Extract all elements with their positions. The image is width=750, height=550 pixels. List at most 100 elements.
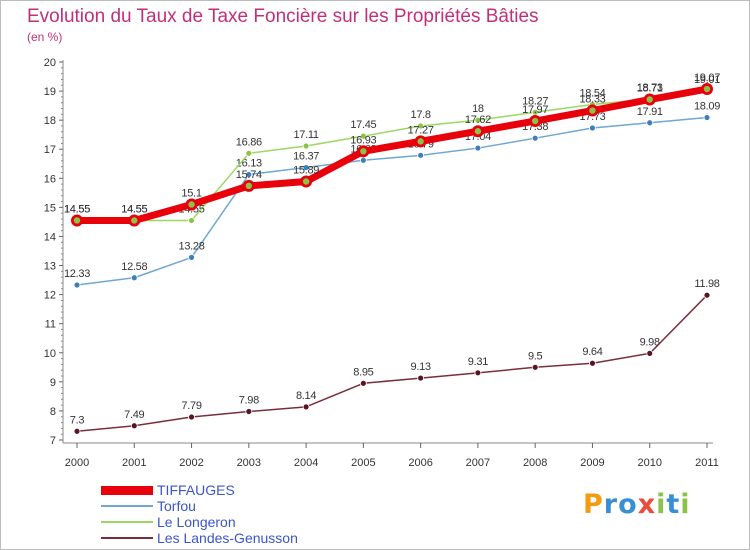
- data-point: [359, 132, 367, 140]
- data-point: [417, 374, 425, 382]
- data-label: 18.73: [637, 82, 663, 94]
- data-point: [245, 182, 253, 190]
- data-label: 14.55: [121, 203, 147, 215]
- x-tick-label: 2009: [580, 457, 604, 469]
- series-line: [76, 294, 708, 433]
- data-point: [302, 403, 310, 411]
- data-label: 11.98: [694, 278, 719, 290]
- data-label: 18.71: [637, 83, 663, 95]
- y-tick-label: 20: [44, 57, 56, 69]
- data-label: 18.33: [579, 94, 605, 106]
- data-label: 8.14: [296, 390, 316, 402]
- data-point: [302, 142, 310, 150]
- legend-label: Le Longeron: [157, 514, 236, 530]
- data-label: 17.8: [411, 109, 431, 121]
- data-point: [531, 117, 539, 125]
- data-label: 13.28: [179, 240, 205, 252]
- x-tick-label: 2001: [122, 457, 146, 469]
- data-label: 17.97: [522, 104, 548, 116]
- logo-letter: P: [583, 489, 604, 520]
- legend-swatch: [101, 505, 153, 507]
- data-label: 19.07: [694, 72, 720, 84]
- data-point: [245, 149, 253, 157]
- y-tick-label: 16: [44, 173, 56, 185]
- logo-letter: i: [656, 489, 667, 520]
- y-tick-label: 11: [45, 319, 56, 331]
- legend-label: TIFFAUGES: [157, 482, 235, 498]
- data-label: 15.89: [293, 165, 319, 177]
- series-line: [76, 116, 708, 286]
- data-point: [245, 171, 253, 178]
- data-point: [589, 124, 596, 132]
- series-group: 14.5514.5514.5516.8617.1117.4517.81818.2…: [64, 74, 720, 224]
- x-tick-label: 2003: [237, 457, 261, 469]
- data-point: [646, 96, 653, 103]
- data-label: 15.1: [181, 187, 201, 199]
- data-point: [359, 379, 367, 387]
- data-label: 17.11: [293, 129, 318, 141]
- data-point: [130, 422, 138, 430]
- y-tick-label: 12: [44, 290, 56, 302]
- data-label: 16.37: [293, 151, 319, 163]
- y-tick-label: 7: [50, 435, 56, 447]
- data-point: [646, 349, 654, 357]
- series-group: 12.3312.5813.2816.1316.3716.6216.7917.04…: [64, 101, 720, 289]
- data-point: [302, 164, 310, 171]
- y-tick-label: 10: [44, 348, 56, 360]
- data-label: 18.54: [579, 87, 605, 99]
- data-label: 18.27: [522, 95, 548, 107]
- data-point: [302, 178, 310, 185]
- data-point: [73, 281, 81, 289]
- data-point: [188, 413, 195, 421]
- x-tick-label: 2004: [294, 457, 318, 469]
- data-point: [531, 134, 539, 142]
- data-label: 7.79: [181, 400, 201, 412]
- data-label: 12.58: [121, 261, 147, 273]
- legend-swatch: [101, 537, 153, 539]
- data-label: 9.13: [411, 361, 431, 373]
- data-label: 14.55: [121, 203, 147, 215]
- data-label: 7.49: [124, 409, 144, 421]
- y-tick-label: 9: [50, 377, 56, 389]
- data-label: 7.98: [239, 395, 259, 407]
- series-line: [77, 90, 708, 222]
- data-point: [73, 427, 81, 435]
- data-point: [73, 217, 81, 224]
- data-point: [188, 201, 195, 208]
- data-label: 17.27: [408, 124, 434, 136]
- data-label: 17.91: [637, 106, 663, 118]
- y-tick-label: 19: [44, 86, 56, 98]
- proxiti-logo: Proxiti: [583, 489, 691, 520]
- legend-label: Les Landes-Genusson: [157, 530, 298, 546]
- data-point: [589, 359, 596, 367]
- data-label: 9.64: [582, 346, 602, 358]
- data-point: [703, 85, 711, 93]
- data-point: [703, 291, 711, 299]
- data-point: [474, 144, 482, 152]
- data-point: [417, 138, 424, 145]
- data-label: 16.86: [236, 136, 262, 148]
- legend-swatch: [101, 521, 153, 523]
- x-tick-label: 2002: [179, 457, 203, 469]
- data-point: [531, 363, 539, 371]
- data-label: 14.55: [64, 203, 90, 215]
- logo-letter: x: [637, 489, 657, 520]
- data-point: [188, 217, 195, 224]
- data-label: 17.62: [465, 114, 491, 126]
- data-label: 8.95: [353, 366, 373, 378]
- y-tick-label: 17: [44, 144, 56, 156]
- logo-letter: o: [618, 489, 638, 520]
- series-line: [77, 85, 708, 224]
- data-point: [131, 217, 138, 224]
- series-group: 7.3 7.49 7.79 7.98 8.14 8.95 9.13 9.31 9.5 9.64 9.…: [70, 278, 720, 435]
- y-tick-label: 18: [44, 115, 56, 127]
- data-point: [646, 119, 654, 127]
- data-point: [417, 122, 425, 130]
- x-tick-label: 2005: [351, 457, 375, 469]
- data-point: [130, 274, 138, 282]
- data-point: [359, 156, 367, 164]
- legend-swatch: [101, 485, 153, 495]
- logo-letter: t: [666, 489, 681, 520]
